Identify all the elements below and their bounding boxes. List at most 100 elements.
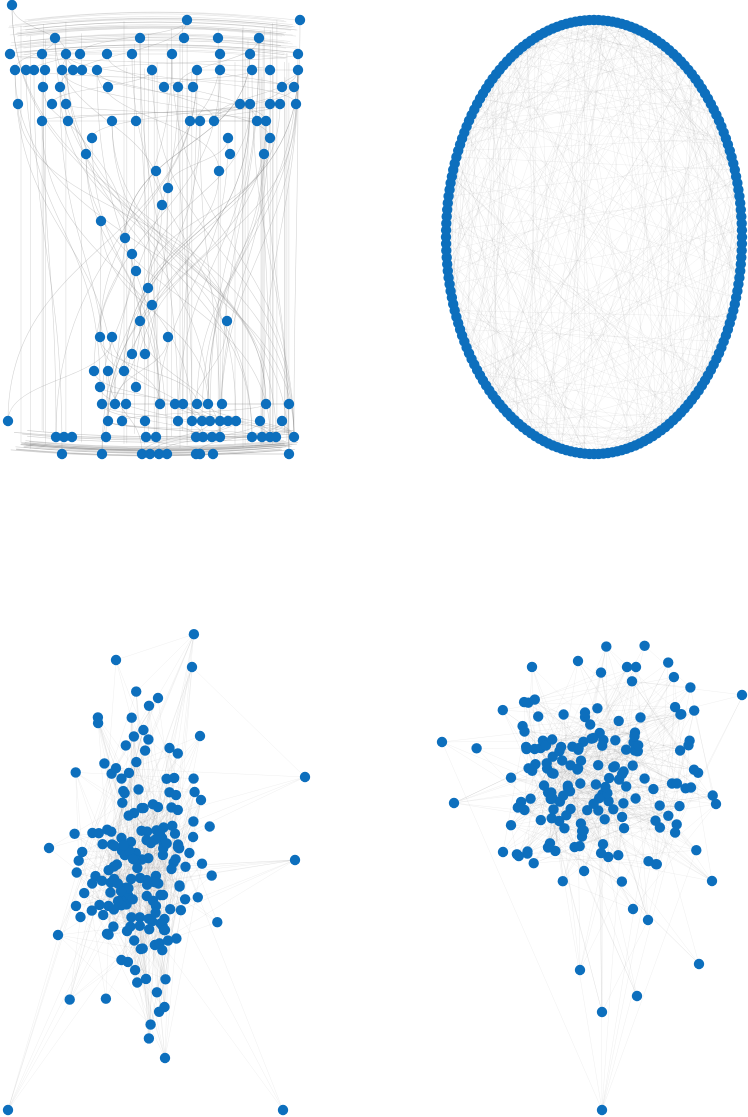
circular-edge [635, 203, 741, 446]
circular-edge [704, 126, 722, 381]
force-b-edge [693, 710, 717, 805]
force-a-node [118, 785, 129, 797]
circular-edge [452, 303, 515, 421]
hierarchy-edge [147, 137, 271, 289]
force-b-edge [577, 717, 641, 769]
hierarchy-edge [8, 19, 292, 29]
circular-layout-panel [440, 14, 748, 460]
hierarchy-edge [111, 120, 267, 405]
hierarchy-node [283, 448, 295, 460]
hierarchy-node [139, 415, 151, 427]
force-a-node [169, 828, 181, 839]
force-a-node [52, 929, 64, 941]
force-b-node [554, 746, 565, 757]
circular-edge [539, 35, 558, 448]
force-b-node [497, 846, 509, 858]
force-b-edge [600, 672, 649, 921]
circular-edge [456, 316, 689, 405]
circular-edge [656, 40, 739, 285]
force-b-node [601, 641, 612, 652]
force-b-edge [623, 827, 713, 882]
force-a-edge [78, 778, 167, 861]
force-a-edge [69, 916, 81, 1000]
hierarchy-node [91, 64, 103, 76]
force-b-edge [569, 791, 623, 882]
circular-edge [466, 126, 576, 453]
circular-edge [479, 98, 728, 145]
hierarchy-node [150, 431, 162, 443]
circular-edge [526, 380, 706, 431]
circular-edge [459, 30, 640, 145]
force-b-node [578, 865, 590, 877]
circular-edge [468, 353, 636, 446]
hierarchy-edge [14, 16, 293, 25]
force-b-edge [502, 819, 541, 853]
force-b-edge [606, 646, 681, 715]
force-b-edge [570, 706, 676, 766]
circular-edge [616, 22, 739, 285]
force-b-node [578, 825, 589, 836]
hierarchy-node [39, 64, 51, 76]
hierarchy-node [214, 431, 226, 443]
hierarchy-node [46, 98, 58, 110]
circular-nodes [440, 14, 748, 460]
circular-edge [446, 109, 475, 258]
force-a-edge [80, 916, 129, 963]
circular-edge [495, 20, 590, 400]
circular-edge [485, 93, 706, 386]
force-a-edge [95, 867, 138, 877]
circular-edge [543, 20, 609, 442]
force-a-node [139, 745, 151, 756]
force-a-edge [121, 959, 165, 1008]
circular-edge [458, 57, 678, 152]
circular-edge [643, 120, 720, 442]
force-a-edge [121, 900, 154, 961]
hierarchy-node [49, 32, 61, 44]
force-b-node [663, 657, 674, 668]
force-b-node [561, 810, 572, 821]
circular-edge [561, 416, 678, 450]
circular-edge [458, 323, 562, 449]
hierarchy-node [264, 98, 276, 110]
hierarchy-node [230, 415, 242, 427]
hierarchy-node [260, 115, 272, 127]
force-a-node [154, 938, 165, 949]
circular-edge [570, 22, 599, 454]
force-a-node [116, 773, 127, 784]
hierarchy-node [246, 431, 258, 443]
hierarchy-edge [24, 18, 294, 27]
force-b-node [621, 661, 633, 673]
force-b-edge [562, 880, 634, 910]
force-b-edge [623, 771, 697, 851]
force-b-edge [600, 853, 603, 1013]
force-a-node [101, 928, 113, 939]
circular-edge [450, 182, 515, 421]
hierarchy-edge [207, 53, 299, 405]
force-b-node [597, 740, 608, 751]
circular-edge [446, 216, 709, 376]
force-b-edge [563, 783, 677, 796]
force-a-edge [108, 717, 132, 935]
force-b-node [535, 814, 546, 826]
force-b-edge [577, 660, 634, 743]
force-b-node [519, 726, 530, 737]
force-b-node [707, 790, 718, 801]
force-a-node [167, 820, 178, 831]
hierarchical-layout-panel [2, 0, 306, 460]
circular-edge [580, 423, 670, 454]
force-b-node [574, 964, 586, 976]
circular-edge [456, 157, 585, 454]
hierarchy-edge [29, 441, 286, 448]
circular-edge [489, 25, 627, 391]
circular-edge [476, 69, 500, 371]
circular-edge [447, 263, 682, 413]
force-a-edge [140, 834, 161, 950]
circular-edge [466, 21, 576, 348]
force-a-edge [133, 812, 156, 840]
hierarchy-node [288, 431, 300, 443]
force-a-node [132, 977, 143, 988]
hierarchy-node [244, 98, 256, 110]
circular-edge [495, 69, 689, 400]
hierarchy-node [214, 48, 226, 60]
circular-edge [448, 196, 536, 437]
